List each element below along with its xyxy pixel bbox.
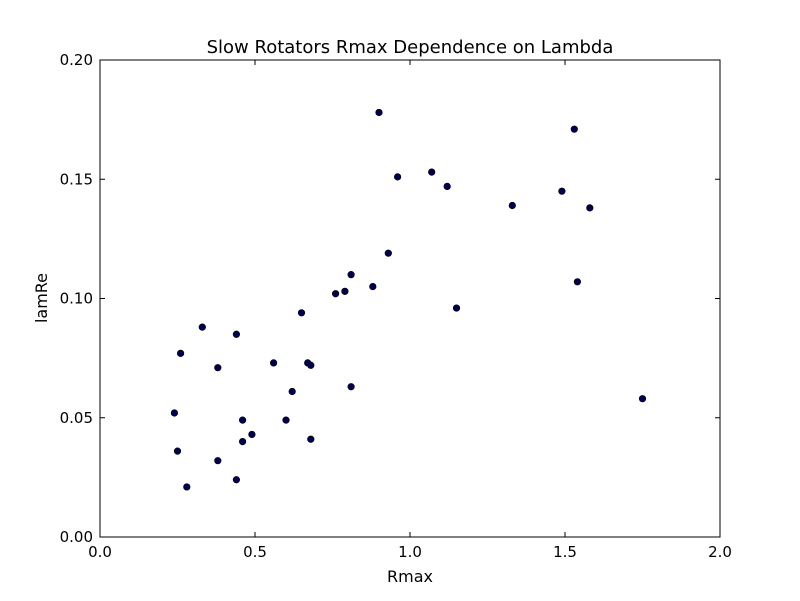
- data-point: [282, 416, 290, 424]
- data-point: [347, 383, 355, 391]
- data-point: [341, 287, 349, 295]
- data-point: [452, 304, 461, 312]
- data-point: [332, 290, 340, 298]
- y-tick-label: 0.00: [60, 528, 93, 546]
- data-point: [347, 271, 355, 279]
- data-points: [170, 108, 647, 491]
- x-tick-label: 2.0: [708, 543, 732, 561]
- data-point: [394, 173, 402, 181]
- x-tick-label: 0.0: [88, 543, 112, 561]
- data-point: [586, 204, 594, 212]
- plot-area-frame: [99, 59, 721, 538]
- data-point: [288, 387, 296, 396]
- y-axis-label: lamRe: [32, 273, 51, 323]
- data-point: [170, 409, 178, 417]
- x-tick-label: 0.5: [243, 543, 267, 561]
- chart-title: Slow Rotators Rmax Dependence on Lambda: [207, 37, 614, 58]
- data-point: [270, 359, 278, 367]
- data-point: [428, 168, 436, 176]
- data-point: [573, 278, 582, 286]
- data-point: [558, 187, 566, 195]
- data-point: [307, 361, 315, 369]
- data-point: [443, 182, 451, 191]
- axis-ticks: 0.0 0.5 1.0 1.5 2.0 0.00 0.05 0.10 0.15 0.20: [60, 51, 732, 561]
- data-point: [173, 447, 182, 455]
- data-point: [375, 108, 383, 117]
- data-point: [508, 201, 516, 210]
- data-point: [307, 435, 315, 443]
- data-point: [638, 395, 647, 403]
- data-point: [198, 323, 206, 331]
- data-point: [297, 309, 306, 317]
- data-point: [214, 364, 222, 372]
- data-point: [384, 249, 392, 257]
- data-point: [183, 483, 191, 491]
- y-tick-label: 0.15: [60, 170, 93, 188]
- x-axis-label: Rmax: [387, 567, 433, 586]
- data-point: [369, 282, 377, 291]
- y-tick-label: 0.10: [60, 290, 93, 308]
- data-point: [214, 457, 222, 465]
- data-point: [232, 476, 240, 484]
- data-point: [248, 430, 256, 439]
- x-tick-label: 1.0: [398, 543, 422, 561]
- data-point: [177, 349, 185, 357]
- y-tick-label: 0.20: [60, 51, 93, 69]
- y-tick-label: 0.05: [60, 409, 93, 427]
- data-point: [232, 330, 240, 338]
- x-tick-label: 1.5: [553, 543, 577, 561]
- data-point: [570, 125, 578, 133]
- data-point: [239, 416, 247, 424]
- data-point: [239, 438, 247, 446]
